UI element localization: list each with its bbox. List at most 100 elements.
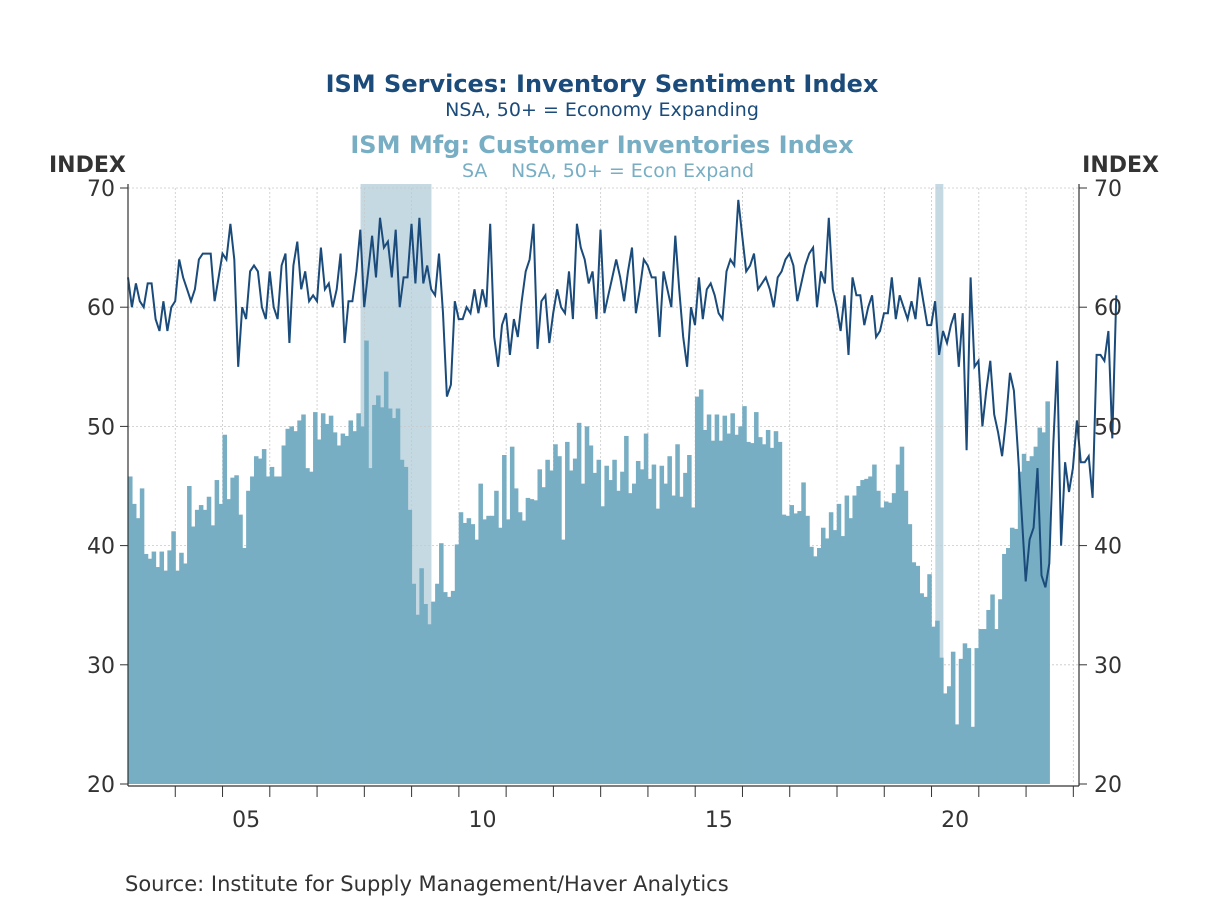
mfg-bar [1009, 527, 1015, 784]
mfg-bar [580, 483, 586, 784]
mfg-bar [131, 503, 137, 784]
mfg-bar [265, 476, 271, 784]
mfg-bar [478, 483, 483, 784]
mfg-bar [313, 412, 318, 784]
mfg-bar [777, 441, 783, 784]
mfg-bar [139, 488, 145, 784]
mfg-bar [340, 433, 346, 784]
mfg-bar [923, 596, 928, 784]
mfg-bar [1006, 547, 1011, 784]
mfg-bar [214, 480, 220, 784]
mfg-bar [679, 496, 684, 784]
mfg-bar [714, 414, 720, 784]
mfg-bar [364, 340, 369, 784]
mfg-bar [486, 515, 491, 784]
mfg-bar [899, 446, 905, 784]
y-tick-label-right: 60 [1094, 296, 1122, 321]
mfg-bar [171, 531, 176, 784]
mfg-bar [537, 469, 543, 784]
mfg-bar [643, 433, 649, 784]
mfg-bar [883, 501, 889, 784]
mfg-bar [635, 460, 641, 784]
mfg-bar [234, 475, 239, 784]
y-tick-label-left: 20 [87, 773, 115, 798]
services-line-series [127, 199, 1118, 588]
source-note: Source: Institute for Supply Management/… [125, 872, 729, 896]
mfg-bar [549, 470, 554, 784]
mfg-bar [616, 490, 621, 784]
x-tick-label: 05 [232, 808, 260, 833]
mfg-bar [179, 552, 184, 784]
mfg-bar [970, 726, 976, 784]
mfg-bar [328, 415, 334, 784]
mfg-bar [750, 443, 755, 784]
mfg-bar [789, 505, 795, 784]
y-axis-label-right: INDEX [1082, 153, 1159, 178]
mfg-bar [1002, 553, 1007, 784]
mfg-bar [218, 503, 224, 784]
recession-band-1 [935, 184, 944, 784]
mfg-bar [431, 601, 436, 784]
mfg-bar [348, 420, 354, 784]
mfg-bar [226, 499, 231, 784]
mfg-bar [446, 596, 452, 784]
mfg-bar [316, 439, 322, 784]
mfg-bar [391, 418, 397, 784]
mfg-bar [655, 508, 661, 784]
mfg-bar [600, 506, 606, 784]
mfg-bar [395, 408, 401, 784]
mfg-bar [820, 527, 826, 784]
mfg-bar [722, 415, 728, 784]
mfg-bar [521, 520, 527, 784]
mfg-bar [1013, 528, 1019, 784]
mfg-bar [824, 538, 830, 784]
mfg-bar [309, 471, 314, 784]
mfg-bar [631, 483, 637, 784]
mfg-bar [596, 459, 602, 784]
mfg-bar [876, 490, 881, 784]
mfg-bar [450, 590, 456, 784]
mfg-bar [946, 686, 952, 784]
mfg-bar [561, 539, 566, 784]
mfg-bar [509, 446, 515, 784]
mfg-bar [844, 495, 850, 784]
mfg-bar [439, 543, 444, 784]
chart-subtitle-2-sa: SA [462, 160, 487, 182]
mfg-bar [411, 583, 417, 784]
mfg-bar [694, 396, 700, 784]
mfg-bar [490, 515, 495, 784]
mfg-bar [281, 445, 287, 784]
mfg-bar [155, 567, 161, 784]
mfg-bar [832, 530, 838, 784]
mfg-bar [533, 500, 539, 784]
mfg-bar [962, 643, 968, 784]
mfg-bar [128, 476, 133, 784]
mfg-bar [553, 444, 558, 784]
mfg-bar [253, 456, 259, 784]
mfg-bar [250, 476, 255, 784]
mfg-bar [746, 441, 751, 784]
mfg-bar [939, 657, 944, 784]
x-tick-label: 10 [468, 808, 496, 833]
mfg-bar [868, 476, 873, 784]
mfg-bar [620, 471, 625, 784]
mfg-bar [435, 583, 440, 784]
mfg-bar [706, 414, 712, 784]
chart-title: ISM Services: Inventory Sentiment Index [326, 70, 879, 98]
mfg-bar [793, 513, 798, 784]
mfg-bar [324, 424, 330, 784]
mfg-bar [588, 445, 594, 784]
mfg-bar [817, 547, 822, 784]
mfg-bar [175, 570, 180, 784]
chart-subtitle: NSA, 50+ = Economy Expanding [445, 99, 759, 121]
mfg-bar [466, 518, 472, 784]
mfg-bar [1045, 401, 1050, 784]
mfg-bar [399, 459, 405, 784]
mfg-bar [356, 413, 361, 784]
mfg-bar [907, 524, 913, 784]
mfg-bar [576, 422, 582, 784]
mfg-bar [470, 524, 476, 784]
mfg-bar [187, 486, 192, 784]
mfg-bar [848, 518, 854, 784]
mfg-bar [840, 536, 846, 784]
